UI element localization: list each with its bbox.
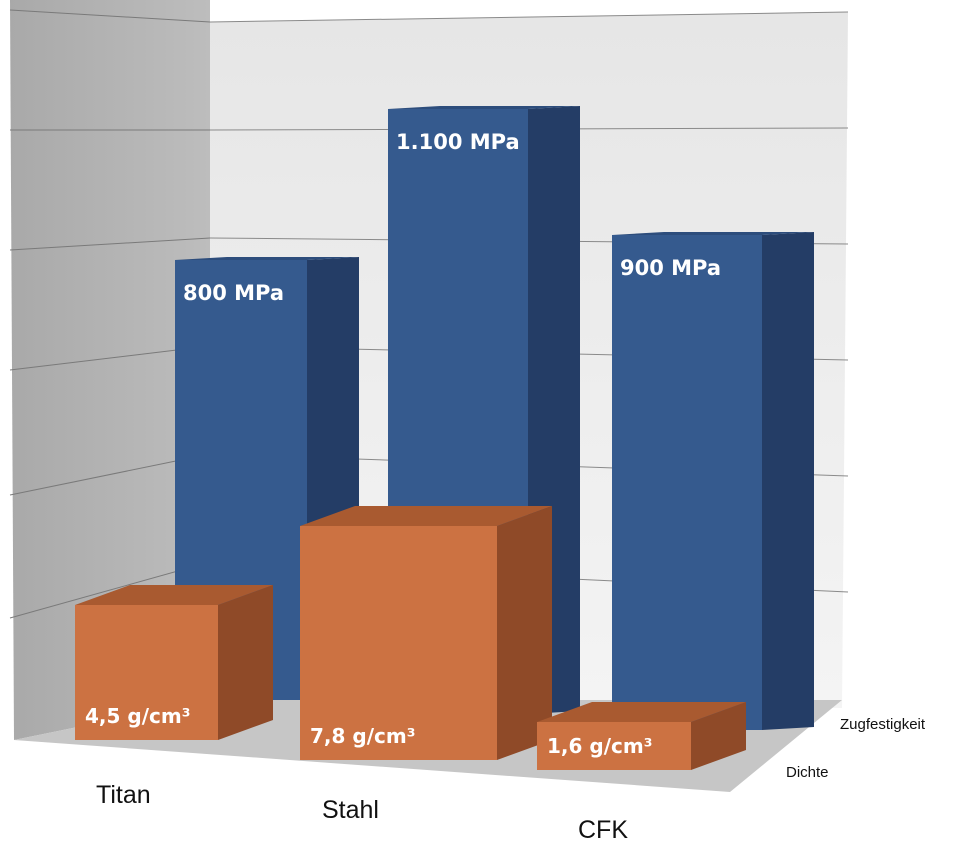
category-label-cfk: CFK — [578, 816, 628, 844]
bar-dichte-2-front — [537, 722, 691, 770]
bar-dichte-0-top — [75, 585, 273, 605]
bar-dichte-1-front — [300, 526, 497, 760]
bar-dichte-1-top — [300, 506, 552, 526]
category-label-titan: Titan — [96, 781, 151, 809]
data-label-0-strength: 800 MPa — [183, 281, 284, 305]
bar-zugfestigkeit-2-top — [612, 232, 814, 235]
data-label-0-density: 4,5 g/cm³ — [85, 704, 190, 728]
data-label-1-strength: 1.100 MPa — [396, 130, 520, 154]
bar-dichte-2-side — [691, 702, 746, 770]
bar-dichte-0 — [75, 585, 273, 740]
series-label-dichte: Dichte — [786, 764, 829, 781]
bar-zugfestigkeit-1-top — [388, 106, 580, 109]
bar-zugfestigkeit-2-front — [612, 235, 762, 730]
bar-dichte-2 — [537, 702, 746, 770]
bar-dichte-1 — [300, 506, 552, 760]
bar-zugfestigkeit-2-side — [762, 232, 814, 730]
side-wall — [10, 0, 210, 740]
bar-zugfestigkeit-0-top — [175, 257, 359, 260]
bar-dichte-1-side — [497, 506, 552, 760]
data-label-2-density: 1,6 g/cm³ — [547, 734, 652, 758]
series-label-zugfestigkeit: Zugfestigkeit — [840, 716, 926, 733]
bars — [75, 106, 814, 770]
gridline-back — [209, 11, 849, 23]
gridline-side — [9, 237, 211, 251]
bar-dichte-0-front — [75, 605, 218, 740]
gridline-side — [9, 9, 211, 23]
data-label-2-strength: 900 MPa — [620, 256, 721, 280]
category-label-stahl: Stahl — [322, 796, 379, 824]
bar-dichte-2-top — [537, 702, 746, 722]
data-label-1-density: 7,8 g/cm³ — [310, 724, 415, 748]
bar-labels: 800 MPa 1.100 MPa 900 MPa 4,5 g/cm³ 7,8 g/cm… — [85, 130, 721, 758]
bar-zugfestigkeit-2 — [612, 232, 814, 730]
bar-dichte-0-side — [218, 585, 273, 740]
